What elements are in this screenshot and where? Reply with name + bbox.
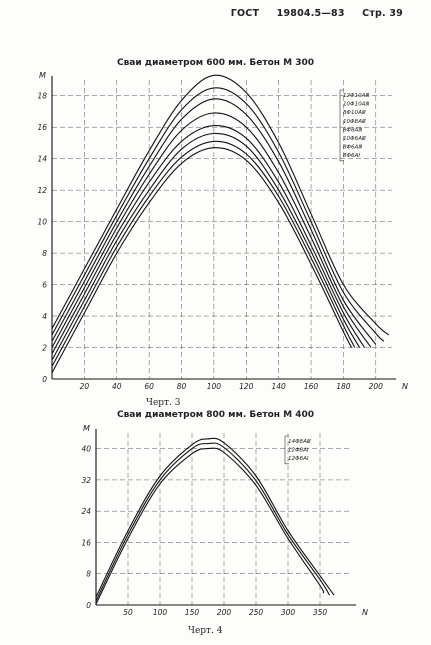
legend-entry: 10Φ6AⅢ (343, 136, 366, 142)
legend-entry: 12Φ8AⅠ (288, 448, 309, 454)
y-tick-label: 2 (42, 344, 47, 353)
chart1-x-label: N (402, 382, 408, 391)
series-line-8 (51, 147, 352, 373)
chart1-plot: 20 40 60 80 100 120 140 160 180 200 0 2 4 6 8 10 12 14 16 1… (37, 71, 408, 391)
chart2-caption: Черт. 4 (188, 626, 223, 636)
y-tick-label: 24 (81, 507, 91, 516)
series-line-1 (51, 74, 390, 336)
series-line-2 (51, 87, 385, 342)
series-line-2 (95, 442, 331, 602)
chart1-y-label: M (39, 71, 46, 80)
y-tick-label: 10 (37, 218, 47, 227)
y-tick-label: 16 (81, 538, 91, 547)
y-tick-label: 12 (37, 186, 47, 195)
x-tick-label: 200 (217, 608, 232, 617)
standard-code: ГОСТ (230, 8, 260, 19)
x-tick-label: 40 (112, 382, 122, 391)
x-tick-label: 120 (239, 382, 254, 391)
chart2-y-label: M (83, 424, 90, 433)
legend-bracket (339, 89, 344, 162)
chart2-legend: 14Φ8AⅢ 12Φ8AⅠ 12Φ6AⅠ (284, 435, 311, 465)
x-tick-label: 200 (369, 382, 384, 391)
series-line-3 (95, 447, 325, 605)
legend-entry: 12Φ6AⅠ (288, 456, 309, 462)
chart2-title: Сваи диаметром 800 мм. Бетон М 400 (116, 410, 315, 420)
x-tick-label: 20 (80, 382, 90, 391)
chart2-grid (96, 433, 352, 605)
legend-entry: 12Φ10AⅢ (343, 93, 369, 99)
x-tick-label: 100 (153, 608, 168, 617)
legend-entry: 8Φ8AⅢ (343, 127, 362, 133)
chart1-legend: 12Φ10AⅢ 10Φ10AⅢ 8Φ10AⅢ 10Φ8AⅢ 8Φ8AⅢ 10Φ6AⅢ 8Φ6… (339, 89, 369, 162)
x-tick-label: 140 (272, 382, 287, 391)
series-line-6 (51, 132, 361, 361)
series-line-5 (51, 125, 365, 355)
chart2-x-label: N (362, 608, 368, 617)
y-tick-label: 4 (42, 312, 47, 321)
y-tick-label: 40 (81, 445, 91, 454)
standard-number: 19804.5—83 (276, 8, 345, 19)
x-tick-label: 160 (304, 382, 319, 391)
chart1-title: Сваи диаметром 600 мм. Бетон М 300 (116, 58, 315, 68)
x-tick-label: 350 (313, 608, 328, 617)
x-tick-label: 100 (207, 382, 222, 391)
x-tick-label: 150 (185, 608, 200, 617)
y-tick-label: 0 (42, 375, 47, 384)
series-line-4 (51, 112, 372, 348)
y-tick-label: 18 (37, 92, 47, 101)
legend-entry: 10Φ8AⅢ (343, 119, 366, 125)
legend-entry: 8Φ6AⅢ (343, 145, 362, 151)
series-line-3 (51, 98, 377, 345)
series-line-1 (95, 437, 335, 598)
x-tick-label: 50 (123, 608, 133, 617)
y-tick-label: 16 (37, 123, 47, 132)
page-header: ГОСТ 19804.5—83 Стр. 39 (217, 8, 403, 19)
y-tick-label: 6 (42, 281, 47, 290)
legend-entry: 10Φ10AⅢ (343, 102, 369, 108)
page-number: Стр. 39 (362, 8, 403, 19)
chart1-grid (52, 80, 392, 379)
y-tick-label: 8 (86, 570, 91, 579)
y-tick-label: 0 (86, 601, 91, 610)
chart1-caption: Черт. 3 (146, 398, 181, 408)
legend-bracket (284, 435, 289, 465)
x-tick-label: 180 (336, 382, 351, 391)
legend-entry: 8Φ10AⅢ (343, 110, 366, 116)
legend-entry: 8Φ6AⅠ (343, 153, 360, 159)
x-tick-label: 300 (281, 608, 296, 617)
y-tick-label: 32 (81, 476, 91, 485)
y-tick-label: 8 (42, 249, 47, 258)
series-line-7 (51, 140, 356, 367)
x-tick-label: 80 (177, 382, 187, 391)
y-tick-label: 14 (37, 155, 47, 164)
x-tick-label: 250 (249, 608, 264, 617)
x-tick-label: 60 (144, 382, 154, 391)
legend-entry: 14Φ8AⅢ (288, 439, 311, 445)
